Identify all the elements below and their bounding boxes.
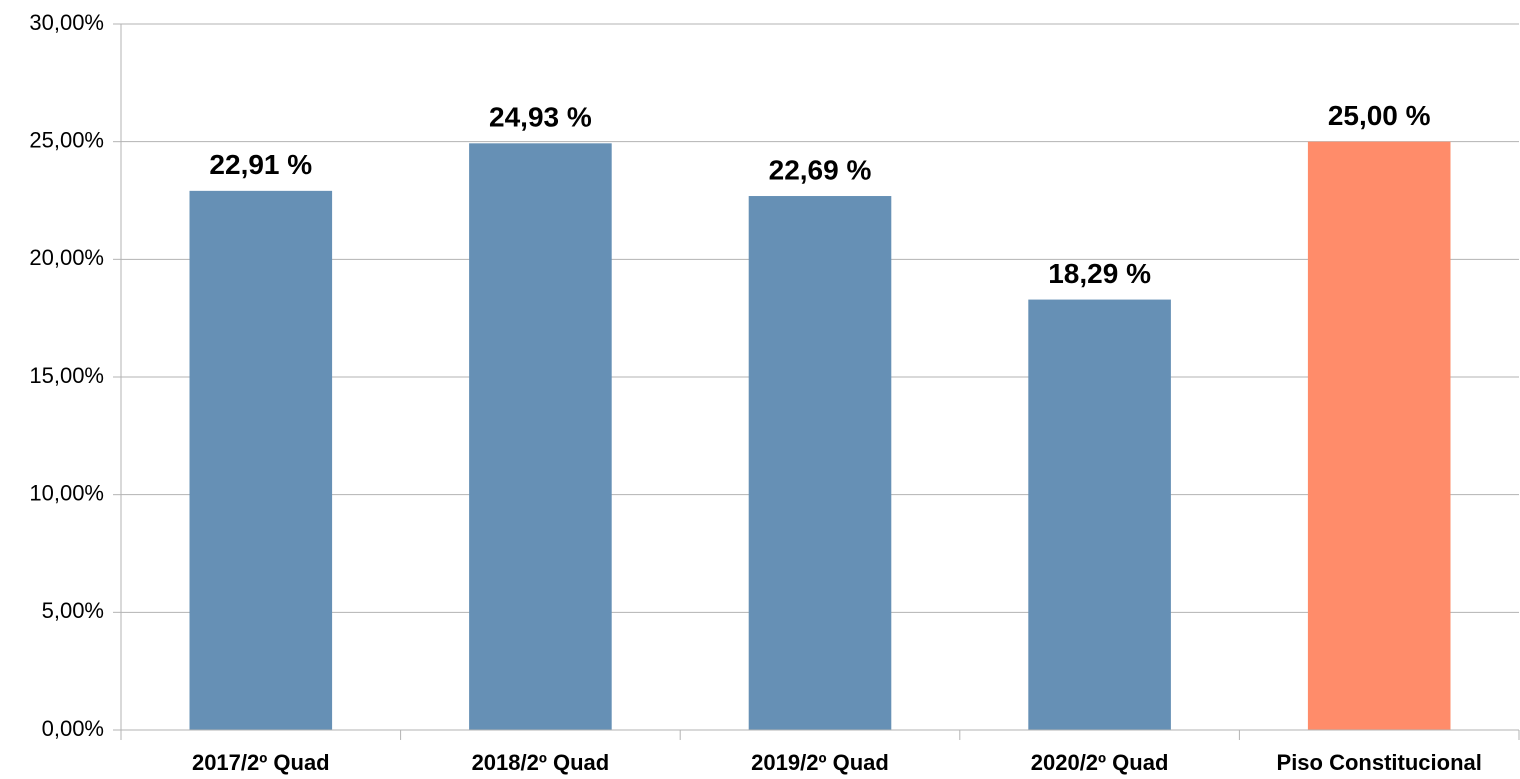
data-label: 18,29 % [1048, 258, 1151, 289]
y-tick-label: 20,00% [29, 245, 104, 270]
bar [189, 190, 333, 731]
y-tick-label: 10,00% [29, 480, 104, 505]
y-tick-label: 15,00% [29, 363, 104, 388]
data-label: 25,00 % [1328, 100, 1431, 131]
bar [469, 143, 612, 731]
x-tick-label: 2017/2º Quad [192, 750, 330, 775]
bar [748, 196, 892, 730]
y-tick-label: 5,00% [42, 598, 104, 623]
x-tick-label: 2020/2º Quad [1031, 750, 1169, 775]
bar [1307, 141, 1451, 730]
x-tick-label: Piso Constitucional [1277, 750, 1482, 775]
x-tick-label: 2019/2º Quad [751, 750, 889, 775]
data-label: 22,69 % [769, 154, 872, 185]
data-label: 24,93 % [489, 102, 592, 133]
x-tick-label: 2018/2º Quad [472, 750, 610, 775]
bar [1028, 299, 1171, 730]
y-tick-label: 30,00% [29, 10, 104, 35]
y-tick-label: 25,00% [29, 127, 104, 152]
data-label: 22,91 % [209, 149, 312, 180]
y-tick-label: 0,00% [42, 716, 104, 741]
